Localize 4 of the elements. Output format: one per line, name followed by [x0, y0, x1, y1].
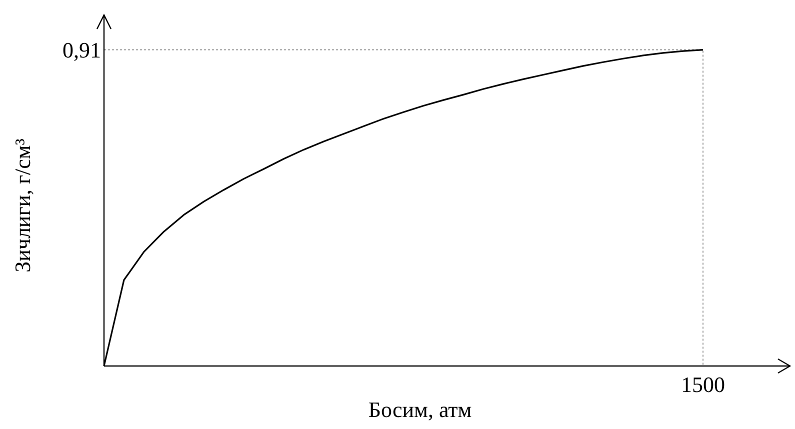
x-axis-title: Босим, атм	[368, 397, 472, 422]
text: 1500	[681, 372, 725, 397]
y-axis-title: Зичлиги, г/см³	[10, 138, 35, 272]
text: 0,91	[62, 37, 101, 62]
